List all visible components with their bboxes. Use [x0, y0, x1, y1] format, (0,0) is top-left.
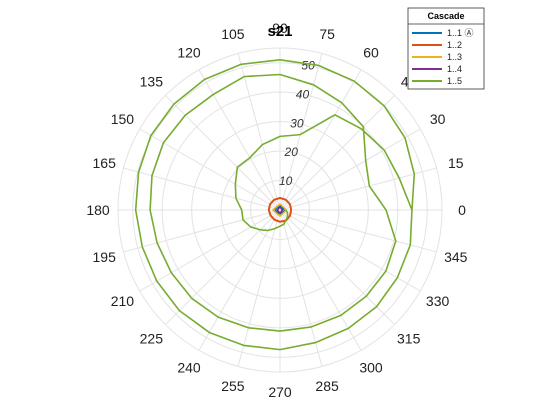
grid-spoke-150 [139, 128, 281, 211]
series-line-5-spiral [134, 58, 416, 351]
grid-spoke-210 [139, 209, 281, 292]
legend-label-2: 1..2 [447, 40, 462, 50]
grid-spoke-255 [237, 209, 281, 367]
angle-tick-label: 30 [430, 111, 446, 127]
grid-spoke-225 [165, 209, 281, 325]
radial-tick-label: 30 [290, 116, 304, 130]
radial-tick-labels: 0 10 20 30 40 50 [277, 58, 315, 217]
angle-tick-label: 105 [221, 26, 245, 42]
grid-spoke-345 [279, 209, 437, 253]
angle-tick-label: 60 [363, 44, 379, 60]
legend[interactable]: Cascade 1..1 Ⓐ 1..2 1..3 1..4 1..5 [407, 7, 485, 90]
series-lines [134, 58, 416, 351]
angle-tick-label: 240 [177, 360, 201, 376]
chart-title: s21 [267, 23, 292, 40]
legend-label-1: 1..1 Ⓐ [447, 28, 474, 38]
angle-tick-label: 180 [86, 202, 110, 218]
angle-tick-label: 0 [458, 202, 466, 218]
radial-tick-label: 20 [284, 145, 299, 159]
series-line-5-inner [149, 73, 397, 332]
radial-tick-label: 50 [301, 58, 315, 72]
angle-tick-label: 120 [177, 44, 201, 60]
angle-tick-label: 315 [397, 331, 421, 347]
angle-tick-label: 270 [268, 384, 292, 400]
grid-spoke-60 [279, 69, 362, 211]
grid-spoke-330 [279, 209, 421, 292]
radial-tick-label: 10 [279, 174, 293, 188]
grid-spoke-240 [198, 209, 281, 351]
grid-spoke-30 [279, 128, 421, 211]
angle-tick-label: 165 [93, 155, 117, 171]
angle-tick-label: 195 [93, 249, 117, 265]
polar-grid [117, 47, 443, 373]
series-line-3 [272, 203, 287, 217]
legend-label-5: 1..5 [447, 76, 462, 86]
legend-label-3: 1..3 [447, 52, 462, 62]
grid-spoke-165 [123, 167, 281, 211]
angle-tick-label: 150 [111, 111, 135, 127]
angle-tick-labels: 0153045607590105120135150165180195210225… [86, 20, 467, 400]
angle-tick-label: 300 [359, 360, 383, 376]
legend-box [407, 7, 485, 90]
angle-tick-label: 255 [221, 378, 245, 394]
grid-spoke-120 [198, 69, 281, 211]
angle-tick-label: 285 [315, 378, 339, 394]
grid-spoke-105 [237, 53, 281, 211]
radial-tick-label: 0 [277, 203, 284, 217]
grid-spoke-195 [123, 209, 281, 253]
grid-spoke-15 [279, 167, 437, 211]
series-line-4 [276, 206, 283, 214]
grid-spoke-315 [279, 209, 395, 325]
angle-tick-label: 210 [111, 293, 135, 309]
grid-spoke-300 [279, 209, 362, 351]
legend-items: 1..1 Ⓐ 1..2 1..3 1..4 1..5 [412, 28, 474, 86]
angle-tick-label: 75 [319, 26, 335, 42]
angle-tick-label: 225 [140, 331, 164, 347]
angle-tick-label: 90 [272, 20, 288, 36]
legend-label-4: 1..4 [447, 64, 462, 74]
grid-spoke-75 [279, 53, 323, 211]
grid-spoke-45 [279, 95, 395, 211]
angle-tick-label: 15 [448, 155, 464, 171]
angle-tick-label: 345 [444, 249, 468, 265]
grid-spoke-135 [165, 95, 281, 211]
angle-tick-label: 135 [140, 73, 164, 89]
angle-tick-label: 330 [426, 293, 450, 309]
legend-title: Cascade [427, 11, 464, 21]
grid-spoke-285 [279, 209, 323, 367]
radial-tick-label: 40 [296, 87, 310, 101]
